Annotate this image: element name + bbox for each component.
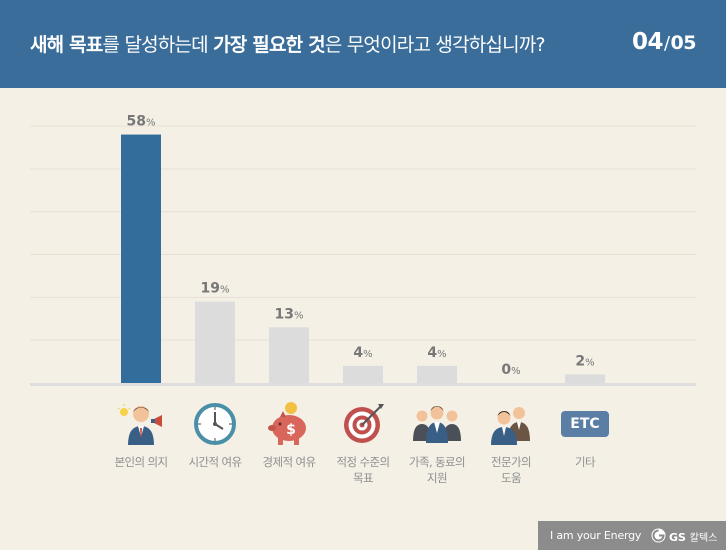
- bar: [269, 327, 309, 383]
- gs-logo-icon: [651, 528, 666, 543]
- page-separator: /: [663, 33, 670, 54]
- person-idea-icon: [117, 404, 162, 445]
- value-unit: %: [363, 349, 373, 360]
- value-label: 0%: [501, 362, 520, 378]
- value-unit: %: [294, 310, 304, 321]
- category-label-line: 가족, 동료의: [408, 455, 466, 469]
- value-number: 2: [575, 353, 585, 369]
- value-unit: %: [437, 349, 447, 360]
- category-label-line: 경제적 여유: [262, 455, 317, 469]
- category-label: 경제적 여유: [249, 454, 329, 470]
- title-part: 은 무엇이라고 생각하십니까?: [324, 34, 546, 56]
- category-label: 시간적 여유: [175, 454, 255, 470]
- value-unit: %: [146, 118, 156, 129]
- brand-slogan: I am your Energy: [550, 529, 642, 542]
- value-label: 2%: [575, 353, 594, 369]
- brand-sub: 칼텍스: [689, 533, 718, 544]
- bar: [417, 365, 457, 383]
- category-label-line: 시간적 여유: [188, 455, 243, 469]
- value-unit: %: [220, 285, 230, 296]
- value-number: 0: [501, 362, 511, 378]
- title-part: 를 달성하는데: [102, 34, 214, 56]
- target-icon: [344, 404, 384, 443]
- value-number: 13: [275, 306, 294, 322]
- value-label: 58%: [127, 114, 156, 130]
- brand-name: GS 칼텍스: [669, 529, 717, 544]
- value-number: 19: [201, 281, 220, 297]
- value-number: 4: [427, 345, 437, 361]
- category-label: 본인의 의지: [101, 454, 181, 470]
- category-label-line: 전문가의: [491, 455, 532, 469]
- value-unit: %: [585, 357, 595, 368]
- category-label-line: 도움: [501, 471, 522, 485]
- category-label-line: 본인의 의지: [114, 455, 169, 469]
- group-icon: [413, 406, 461, 443]
- bar: [121, 134, 161, 383]
- bar: [343, 365, 383, 383]
- category-label-line: 적정 수준의: [336, 455, 391, 469]
- header-banner: 새해 목표를 달성하는데 가장 필요한 것은 무엇이라고 생각하십니까? 04/…: [0, 0, 726, 88]
- axis-baseline: [30, 383, 696, 386]
- piggy-bank-icon: $: [268, 402, 306, 445]
- value-number: 58: [127, 114, 146, 130]
- etc-icon: ETC: [561, 411, 609, 437]
- value-unit: %: [511, 366, 521, 377]
- title-part: 새해 목표: [30, 34, 103, 56]
- title-part: 가장 필요한 것: [213, 34, 326, 56]
- experts-icon: [491, 407, 530, 445]
- value-number: 4: [353, 345, 363, 361]
- bar: [195, 301, 235, 383]
- question-title: 새해 목표를 달성하는데 가장 필요한 것은 무엇이라고 생각하십니까?: [30, 30, 546, 57]
- page-indicator: 04/05: [631, 29, 697, 55]
- category-label-line: 기타: [575, 455, 596, 469]
- bar-chart: 58%19%13%4% 4%0%2%: [30, 114, 696, 386]
- value-label: 19%: [201, 281, 230, 297]
- category-label-line: 지원: [427, 471, 448, 485]
- value-label: 13%: [275, 306, 304, 322]
- brand-gs: GS: [669, 531, 686, 544]
- bar: [565, 374, 605, 383]
- value-label: 4%: [427, 345, 446, 361]
- category-label-line: 목표: [353, 471, 374, 485]
- page-current: 04: [631, 29, 664, 55]
- footer-brand: I am your Energy GS 칼텍스: [538, 521, 726, 550]
- page-total: 05: [670, 32, 697, 54]
- value-label: 4%: [353, 345, 372, 361]
- category-label: 기타: [545, 454, 625, 470]
- clock-icon: [194, 403, 236, 445]
- svg-text:$: $: [286, 422, 296, 438]
